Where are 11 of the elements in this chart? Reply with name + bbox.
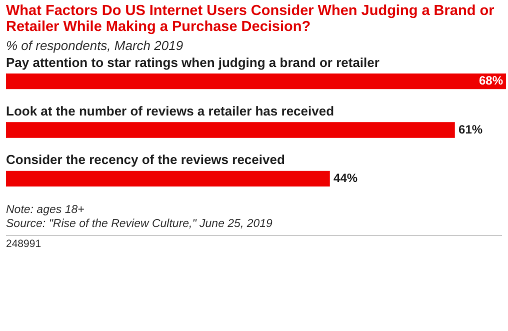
text: 248991 [6,235,502,250]
data-label: 44% [334,170,358,185]
text: Note: ages 18+ [6,203,86,217]
y-tick-label: Pay attention to star ratings when judging a brand or retailer [6,54,380,70]
y-tick-label: Look at the number of reviews a retailer has received [6,104,334,119]
chart-title: What Factors Do US Internet Users Consider When Judging a Brand or Retailer While Making a Purchase Decision? [6,3,496,35]
y-tick-label: Consider the recency of the reviews received [6,152,285,168]
source-note: Source: "Rise of the Review Culture," June 25, 2019 [6,217,274,231]
data-label: 68% [478,74,504,88]
data-label: 61% [458,122,483,136]
chart-subtitle: % of respondents, March 2019 [6,38,184,53]
